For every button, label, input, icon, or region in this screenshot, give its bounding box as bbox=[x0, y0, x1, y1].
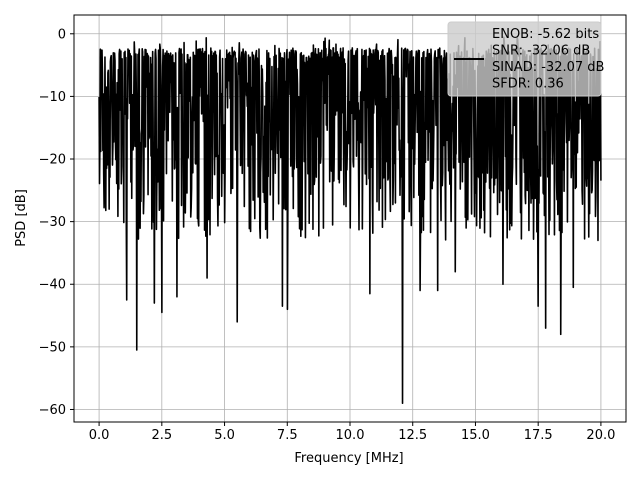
y-tick-label: −10 bbox=[39, 90, 66, 105]
x-tick-label: 12.5 bbox=[398, 428, 427, 443]
x-tick-label: 10.0 bbox=[336, 428, 365, 443]
x-tick-label: 20.0 bbox=[586, 428, 615, 443]
y-tick-label: −50 bbox=[39, 340, 66, 355]
x-tick-label: 0.0 bbox=[89, 428, 110, 443]
y-tick-label: 0 bbox=[58, 27, 66, 42]
x-tick-label: 17.5 bbox=[524, 428, 553, 443]
y-tick-label: −20 bbox=[39, 153, 66, 168]
legend: ENOB: -5.62 bits SNR: -32.06 dB SINAD: -32… bbox=[447, 21, 604, 97]
x-tick-label: 2.5 bbox=[151, 428, 172, 443]
y-tick-label: −30 bbox=[39, 215, 66, 230]
y-tick-label: −60 bbox=[39, 403, 66, 418]
y-axis-label: PSD [dB] bbox=[14, 189, 29, 247]
legend-label: ENOB: -5.62 bits SNR: -32.06 dB SINAD: -32… bbox=[492, 27, 604, 92]
legend-label-line: ENOB: -5.62 bits bbox=[492, 27, 599, 42]
legend-label-line: SNR: -32.06 dB bbox=[492, 44, 590, 59]
legend-label-line: SFDR: 0.36 bbox=[492, 77, 564, 92]
x-axis-label: Frequency [MHz] bbox=[294, 451, 403, 466]
x-tick-label: 5.0 bbox=[214, 428, 235, 443]
y-tick-label: −40 bbox=[39, 278, 66, 293]
legend-box bbox=[447, 21, 602, 97]
legend-label-line: SINAD: -32.07 dB bbox=[492, 60, 604, 75]
x-tick-label: 7.5 bbox=[277, 428, 298, 443]
y-axis-ticks: 0 −10 −20 −30 −40 −50 −60 bbox=[39, 27, 74, 418]
x-axis-ticks: 0.0 2.5 5.0 7.5 10.0 12.5 15.0 17.5 20.0 bbox=[89, 422, 615, 443]
x-tick-label: 15.0 bbox=[461, 428, 490, 443]
